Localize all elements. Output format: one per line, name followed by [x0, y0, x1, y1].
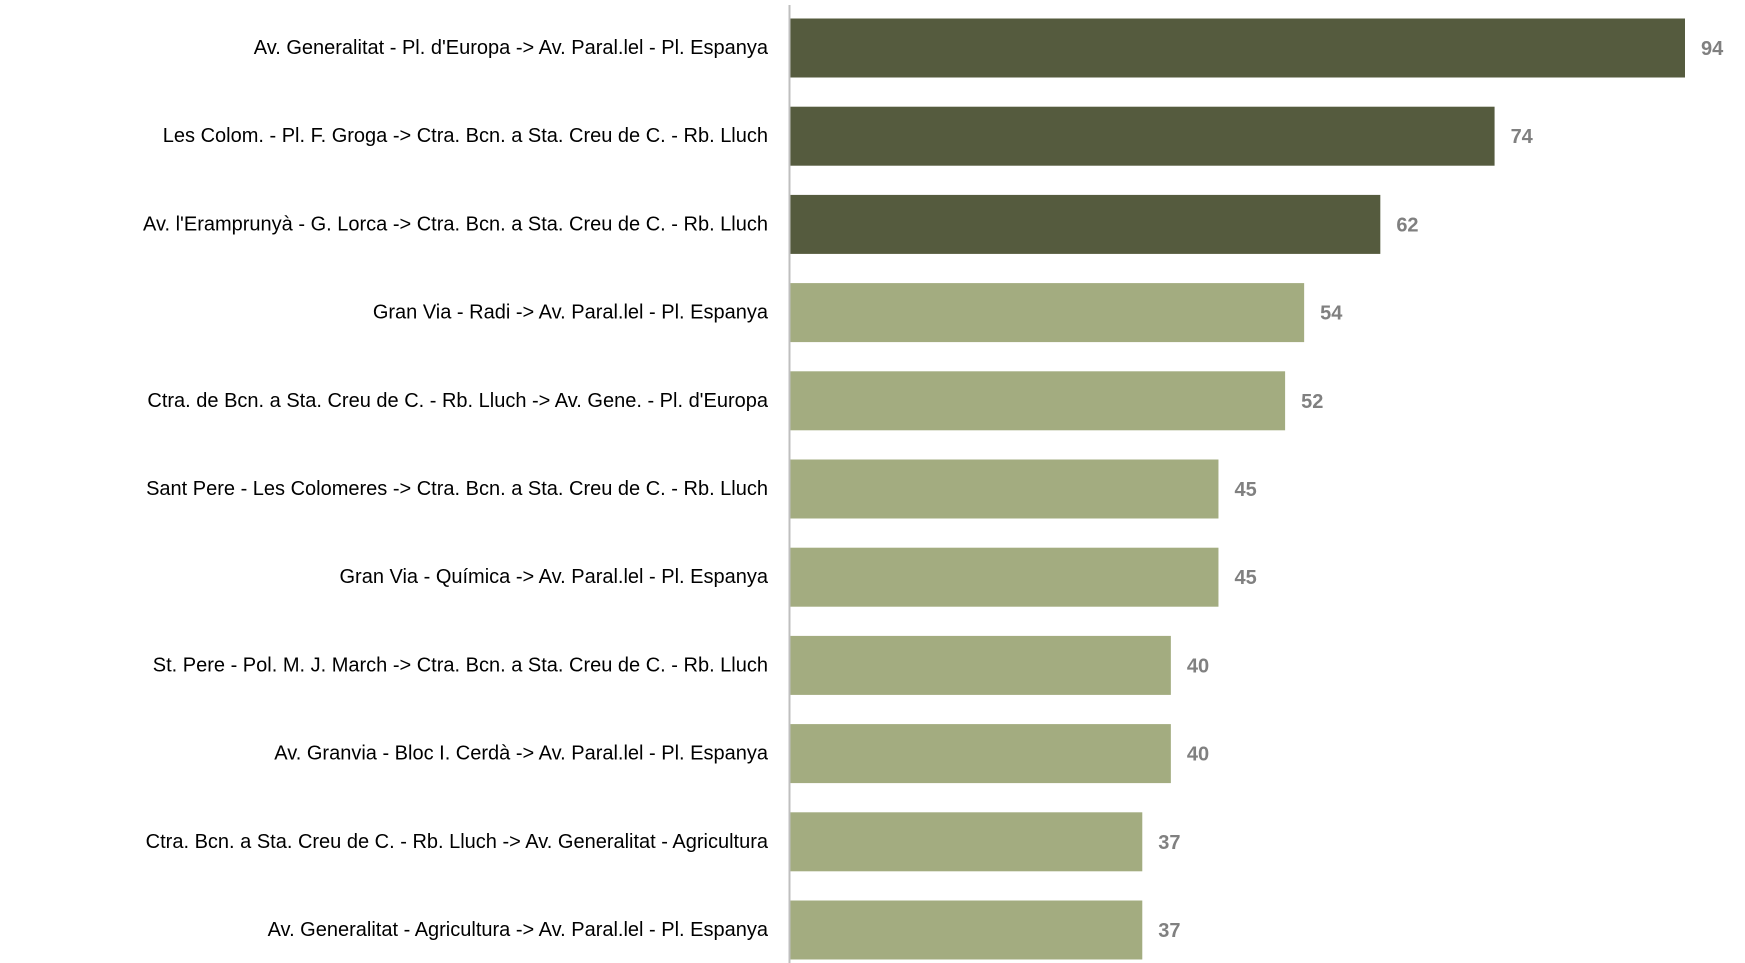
bar-3 [790, 194, 1381, 254]
bar-10 [790, 812, 1143, 872]
value-label-6: 45 [1234, 479, 1256, 501]
value-label-10: 37 [1158, 832, 1180, 854]
category-label-1: Av. Generalitat - Pl. d'Europa -> Av. Pa… [254, 37, 769, 59]
category-label-7: Gran Via - Química -> Av. Paral.lel - Pl… [339, 566, 768, 588]
value-label-7: 45 [1234, 567, 1256, 589]
category-label-4: Gran Via - Radi -> Av. Paral.lel - Pl. E… [373, 302, 769, 324]
value-label-3: 62 [1396, 214, 1418, 236]
value-label-11: 37 [1158, 920, 1180, 942]
value-label-9: 40 [1187, 744, 1209, 766]
category-label-11: Av. Generalitat - Agricultura -> Av. Par… [268, 919, 769, 941]
bar-2 [790, 106, 1495, 166]
bar-5 [790, 371, 1286, 431]
value-label-8: 40 [1187, 655, 1209, 677]
category-label-8: St. Pere - Pol. M. J. March -> Ctra. Bcn… [153, 654, 768, 676]
value-labels-group: 94 74 62 54 52 45 45 40 40 37 37 [1158, 38, 1724, 942]
category-label-6: Sant Pere - Les Colomeres -> Ctra. Bcn. … [146, 478, 768, 500]
category-label-3: Av. l'Eramprunyà - G. Lorca -> Ctra. Bcn… [143, 213, 768, 235]
value-label-4: 54 [1320, 303, 1343, 325]
bar-4 [790, 283, 1305, 343]
bar-7 [790, 547, 1219, 607]
bar-9 [790, 724, 1171, 784]
bar-11 [790, 900, 1143, 960]
category-label-5: Ctra. de Bcn. a Sta. Creu de C. - Rb. Ll… [147, 390, 768, 412]
bar-1 [790, 18, 1685, 78]
category-label-9: Av. Granvia - Bloc I. Cerdà -> Av. Paral… [274, 743, 769, 765]
bars-group [790, 18, 1685, 960]
category-labels-group: Av. Generalitat - Pl. d'Europa -> Av. Pa… [143, 37, 769, 941]
value-label-1: 94 [1701, 38, 1724, 60]
value-label-2: 74 [1511, 126, 1534, 148]
value-label-5: 52 [1301, 391, 1323, 413]
bar-6 [790, 459, 1219, 519]
category-label-10: Ctra. Bcn. a Sta. Creu de C. - Rb. Lluch… [146, 831, 769, 853]
bar-8 [790, 635, 1171, 695]
category-label-2: Les Colom. - Pl. F. Groga -> Ctra. Bcn. … [163, 125, 768, 147]
